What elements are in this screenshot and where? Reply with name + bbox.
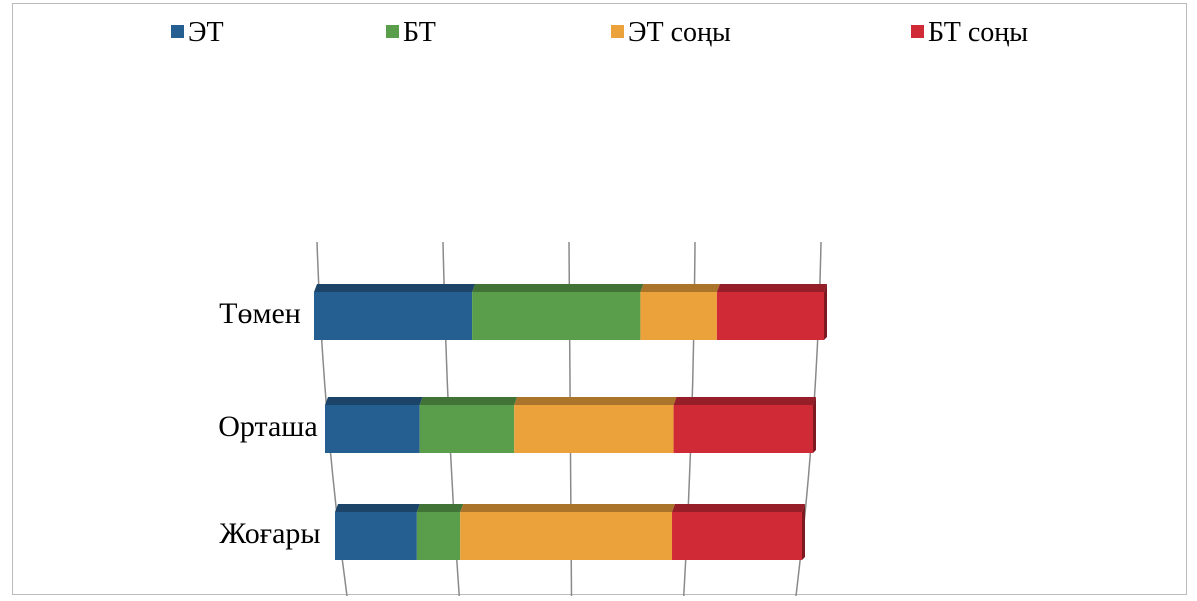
legend-label: БТ соңы — [928, 17, 1028, 48]
chart-frame: ЭТ БТ ЭТ соңы БТ соңы Төмен Орташа Жоғары — [12, 3, 1187, 596]
legend-swatch — [611, 25, 624, 38]
bar-segment — [514, 397, 677, 453]
bar-segment — [325, 397, 423, 453]
bar-end-cap — [824, 284, 827, 340]
legend-swatch — [171, 25, 184, 38]
bar-segment-top — [460, 504, 676, 512]
bar-segment-face — [672, 512, 802, 560]
category-label: Орташа — [218, 410, 317, 443]
bar-segment — [416, 504, 464, 560]
bar-end-cap — [813, 397, 816, 453]
bar-segment-face — [314, 292, 473, 340]
bar-row — [325, 397, 816, 453]
legend-label: БТ — [403, 17, 436, 48]
legend-item: БТ — [386, 17, 436, 48]
bar-segment — [472, 284, 644, 340]
category-label: Төмен — [219, 297, 301, 330]
bar-segment-top — [673, 397, 816, 405]
bar-segment-face — [640, 292, 717, 340]
bar-segment-face — [514, 405, 674, 453]
bar-segment-top — [640, 284, 720, 292]
bar-row — [314, 284, 827, 340]
bar-segment-face — [716, 292, 824, 340]
legend-item: ЭТ — [171, 17, 224, 48]
bar-segment — [640, 284, 720, 340]
bar-segment-top — [335, 504, 420, 512]
bar-segment — [314, 284, 476, 340]
legend-label: ЭТ соңы — [628, 17, 731, 48]
category-labels: Төмен Орташа Жоғары — [218, 297, 320, 550]
bar-segment-top — [325, 397, 423, 405]
bar-segment-top — [419, 397, 518, 405]
category-label: Жоғары — [219, 517, 320, 550]
bars — [314, 284, 827, 560]
bar-row — [335, 504, 805, 560]
stacked-bar-chart: ЭТ БТ ЭТ соңы БТ соңы Төмен Орташа Жоғары — [171, 17, 1028, 596]
bar-segment — [335, 504, 420, 560]
bar-segment-face — [419, 405, 515, 453]
bar-segment-top — [514, 397, 677, 405]
bar-segment-top — [672, 504, 805, 512]
bar-segment-face — [673, 405, 813, 453]
bar-segment-face — [335, 512, 417, 560]
bar-segment-top — [314, 284, 476, 292]
bar-segment-face — [325, 405, 420, 453]
bar-segment — [419, 397, 518, 453]
legend-swatch — [911, 25, 924, 38]
bar-segment-top — [716, 284, 827, 292]
bar-end-cap — [802, 504, 805, 560]
bar-segment-top — [472, 284, 644, 292]
legend-label: ЭТ — [188, 17, 224, 48]
bar-segment-face — [416, 512, 461, 560]
bar-segment — [672, 504, 805, 560]
bar-segment-face — [472, 292, 641, 340]
legend-swatch — [386, 25, 399, 38]
bar-segment — [716, 284, 827, 340]
bar-segment-face — [460, 512, 673, 560]
bar-segment — [673, 397, 816, 453]
bar-segment-top — [416, 504, 464, 512]
bar-segment — [460, 504, 676, 560]
legend-item: ЭТ соңы — [611, 17, 731, 48]
legend-item: БТ соңы — [911, 17, 1028, 48]
legend: ЭТ БТ ЭТ соңы БТ соңы — [171, 17, 1028, 48]
